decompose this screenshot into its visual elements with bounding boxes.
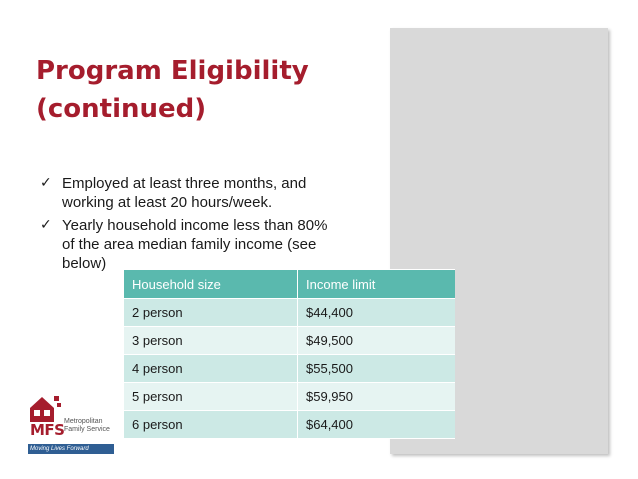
check-icon: ✓ bbox=[40, 217, 52, 233]
logo-name-line: Family Service bbox=[64, 426, 110, 433]
bullet-income: ✓ Yearly household income less than 80% … bbox=[40, 216, 370, 273]
mfs-logo: MFS Metropolitan Family Service Moving L… bbox=[28, 394, 116, 456]
bullet-line: Employed at least three months, and bbox=[62, 175, 307, 192]
household-size-cell: 6 person bbox=[124, 410, 298, 439]
table-header-row: Household size Income limit bbox=[124, 269, 455, 299]
bullet-line: Yearly household income less than 80% bbox=[62, 217, 328, 234]
income-limit-table: Household size Income limit 2 person $44… bbox=[124, 269, 455, 439]
header-income-limit: Income limit bbox=[297, 269, 455, 299]
title-line-2: (continued) bbox=[36, 94, 207, 124]
bullet-list: ✓ Employed at least three months, and wo… bbox=[40, 174, 370, 277]
bullet-line: of the area median family income (see bbox=[62, 236, 317, 253]
income-limit-cell: $49,500 bbox=[297, 326, 455, 355]
bullet-line: working at least 20 hours/week. bbox=[62, 194, 273, 211]
header-household-size: Household size bbox=[124, 269, 298, 299]
bullet-line: below) bbox=[62, 255, 107, 272]
table-row: 5 person $59,950 bbox=[124, 382, 455, 411]
check-icon: ✓ bbox=[40, 175, 52, 191]
household-size-cell: 3 person bbox=[124, 326, 298, 355]
income-limit-cell: $44,400 bbox=[297, 298, 455, 327]
page-title: Program Eligibility (continued) bbox=[36, 52, 376, 128]
title-line-1: Program Eligibility bbox=[36, 56, 309, 86]
logo-tagline: Moving Lives Forward bbox=[28, 444, 114, 454]
table-row: 6 person $64,400 bbox=[124, 410, 455, 439]
household-size-cell: 4 person bbox=[124, 354, 298, 383]
logo-abbrev: MFS bbox=[30, 421, 65, 439]
income-limit-cell: $55,500 bbox=[297, 354, 455, 383]
house-icon bbox=[30, 396, 61, 422]
table-row: 4 person $55,500 bbox=[124, 354, 455, 383]
household-size-cell: 5 person bbox=[124, 382, 298, 411]
income-limit-cell: $64,400 bbox=[297, 410, 455, 439]
logo-name: Metropolitan Family Service bbox=[64, 418, 116, 434]
table-row: 2 person $44,400 bbox=[124, 298, 455, 327]
bullet-employment: ✓ Employed at least three months, and wo… bbox=[40, 174, 370, 212]
household-size-cell: 2 person bbox=[124, 298, 298, 327]
table-row: 3 person $49,500 bbox=[124, 326, 455, 355]
income-limit-cell: $59,950 bbox=[297, 382, 455, 411]
logo-name-line: Metropolitan bbox=[64, 418, 103, 425]
